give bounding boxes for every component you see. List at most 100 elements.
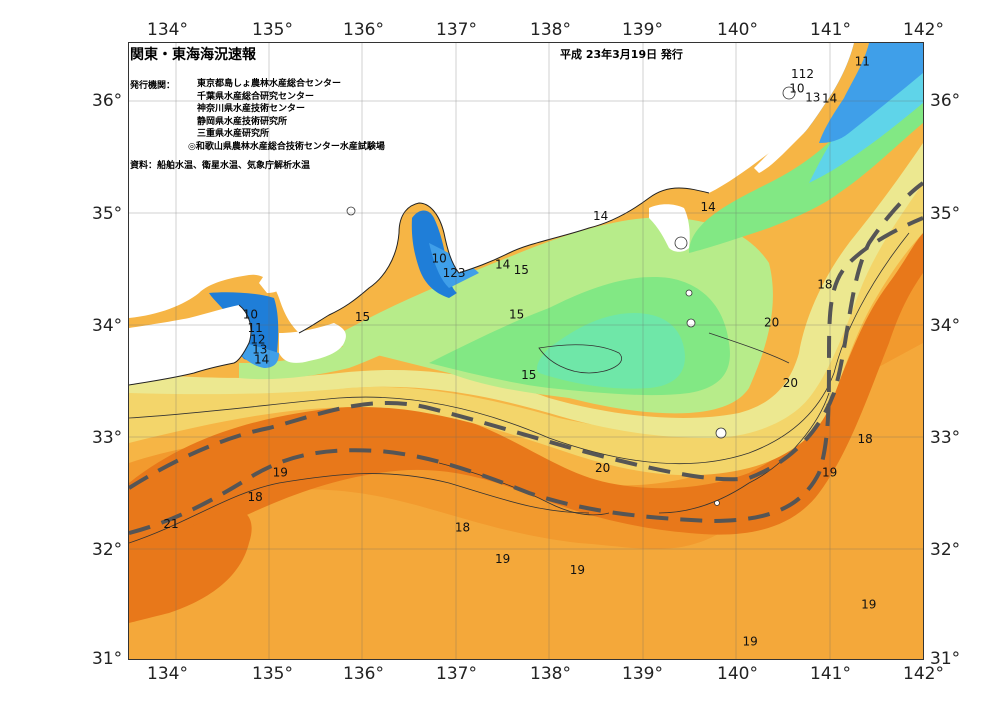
lon-tick-bottom: 137° bbox=[436, 664, 477, 684]
kii-peninsula bbox=[279, 323, 346, 363]
lat-tick-right: 32° bbox=[930, 540, 961, 560]
lon-tick-top: 135° bbox=[252, 20, 293, 40]
isotherm-label: 10 bbox=[243, 308, 258, 322]
pale-yellow-belt bbox=[129, 173, 923, 476]
isotherm-label: 19 bbox=[273, 466, 288, 480]
lon-tick-bottom: 135° bbox=[252, 664, 293, 684]
lon-tick-bottom: 134° bbox=[147, 664, 188, 684]
isotherm-label: 18 bbox=[857, 432, 872, 446]
isotherm-label: 14 bbox=[495, 257, 510, 271]
hachijo-island bbox=[715, 427, 727, 439]
lon-tick-top: 137° bbox=[436, 20, 477, 40]
isotherm-label: 15 bbox=[514, 263, 529, 277]
issuer-item: 千葉県水産総合研究センター bbox=[197, 91, 315, 102]
lon-tick-top: 134° bbox=[147, 20, 188, 40]
isotherm-label: 14 bbox=[593, 209, 608, 223]
issuer-list: 東京都島しょ農林水産総合センター 千葉県水産総合研究センター 神奈川県水産技術セ… bbox=[188, 78, 385, 154]
isotherm-label: 13 bbox=[805, 90, 820, 104]
lon-tick-bottom: 139° bbox=[622, 664, 663, 684]
isotherm-label: 14 bbox=[254, 353, 269, 367]
lon-tick-bottom: 140° bbox=[717, 664, 758, 684]
lat-tick-right: 34° bbox=[930, 316, 961, 336]
issuer-item: 静岡県水産技術研究所 bbox=[197, 116, 288, 127]
awaji-island bbox=[259, 253, 297, 293]
lat-tick-left: 34° bbox=[92, 316, 123, 336]
lon-tick-top: 139° bbox=[622, 20, 663, 40]
lat-tick-right: 33° bbox=[930, 428, 961, 448]
ne-blue bbox=[819, 43, 923, 143]
lon-tick-bottom: 142° bbox=[903, 664, 944, 684]
isotherm-label: 15 bbox=[509, 308, 524, 322]
isotherm-label: 14 bbox=[822, 92, 837, 106]
ne-green-coast bbox=[689, 43, 923, 253]
page-title: 関東・東海海況速報 bbox=[130, 47, 256, 63]
issuer-label: 発行機関： bbox=[130, 81, 176, 91]
honshu-land bbox=[129, 43, 709, 333]
isotherm-label: 18 bbox=[455, 521, 470, 535]
isotherm-label: 18 bbox=[247, 490, 262, 504]
issuer-item: 三重県水産研究所 bbox=[197, 129, 270, 140]
kuroshio-band bbox=[129, 233, 923, 573]
isotherm-label: 20 bbox=[783, 376, 798, 390]
isotherm-label: 12 bbox=[250, 332, 265, 346]
issuer-item: 神奈川県水産技術センター bbox=[197, 104, 306, 115]
lat-tick-right: 36° bbox=[930, 91, 961, 111]
data-source: 資料：船舶水温、衛星水温、気象庁解析水温 bbox=[130, 161, 311, 171]
isotherm-label: 19 bbox=[822, 466, 837, 480]
lon-tick-top: 141° bbox=[810, 20, 851, 40]
isotherm-label: 10 bbox=[789, 81, 804, 95]
lat-tick-left: 31° bbox=[92, 649, 123, 669]
lat-tick-left: 32° bbox=[92, 540, 123, 560]
graticule bbox=[129, 43, 923, 659]
isotherm-label: 112 bbox=[791, 67, 814, 81]
isotherm-label: 18 bbox=[817, 277, 832, 291]
isotherm-label: 19 bbox=[743, 635, 758, 649]
niijima-island bbox=[686, 318, 696, 328]
isotherm-label: 123 bbox=[443, 266, 466, 280]
map-frame: 11 112 10 13 14 14 14 10 123 14 15 10 11 12 13 14 15 15 15… bbox=[128, 42, 924, 660]
isotherm-label: 14 bbox=[701, 200, 716, 214]
isotherm-label: 19 bbox=[495, 552, 510, 566]
lon-tick-bottom: 141° bbox=[810, 664, 851, 684]
isotherm-label: 15 bbox=[355, 310, 370, 324]
isotherm-label: 15 bbox=[521, 368, 536, 382]
warm-blob-sw bbox=[129, 509, 252, 623]
isotherm-label: 19 bbox=[861, 598, 876, 612]
isotherm-label: 10 bbox=[431, 252, 446, 266]
kanto-land bbox=[709, 43, 829, 193]
lat-tick-right: 31° bbox=[930, 649, 961, 669]
isotherm-label: 11 bbox=[855, 55, 870, 69]
lon-tick-bottom: 138° bbox=[530, 664, 571, 684]
oshima-island bbox=[674, 236, 688, 250]
lon-tick-top: 138° bbox=[530, 20, 571, 40]
warm-zone-mid bbox=[129, 343, 923, 659]
kii-green bbox=[239, 293, 459, 380]
kuroshio-axis bbox=[129, 181, 923, 535]
coastline bbox=[129, 304, 252, 386]
small-island bbox=[782, 86, 796, 100]
lon-tick-top: 136° bbox=[343, 20, 384, 40]
issuer-item: 東京都島しょ農林水産総合センター bbox=[197, 79, 342, 89]
toshima-island bbox=[685, 289, 693, 297]
lat-tick-left: 36° bbox=[92, 91, 123, 111]
isotherms bbox=[129, 232, 910, 544]
lon-tick-top: 142° bbox=[903, 20, 944, 40]
issuer-item: ◎和歌山県農林水産総合技術センター水産試験場 bbox=[188, 141, 385, 152]
lat-tick-left: 35° bbox=[92, 204, 123, 224]
aqua-green-core bbox=[537, 313, 685, 389]
lon-tick-top: 140° bbox=[717, 20, 758, 40]
isotherm-label: 21 bbox=[163, 517, 178, 531]
isotherm-label: 20 bbox=[764, 316, 779, 330]
boso-land bbox=[754, 43, 854, 173]
lat-tick-left: 33° bbox=[92, 428, 123, 448]
issue-date: 平成 23年3月19日 発行 bbox=[560, 48, 683, 61]
lon-tick-bottom: 136° bbox=[343, 664, 384, 684]
lat-tick-right: 35° bbox=[930, 204, 961, 224]
coastline bbox=[298, 187, 710, 334]
small-island bbox=[346, 206, 356, 216]
isotherm-label: 19 bbox=[570, 563, 585, 577]
isotherm-label: 11 bbox=[247, 321, 262, 335]
